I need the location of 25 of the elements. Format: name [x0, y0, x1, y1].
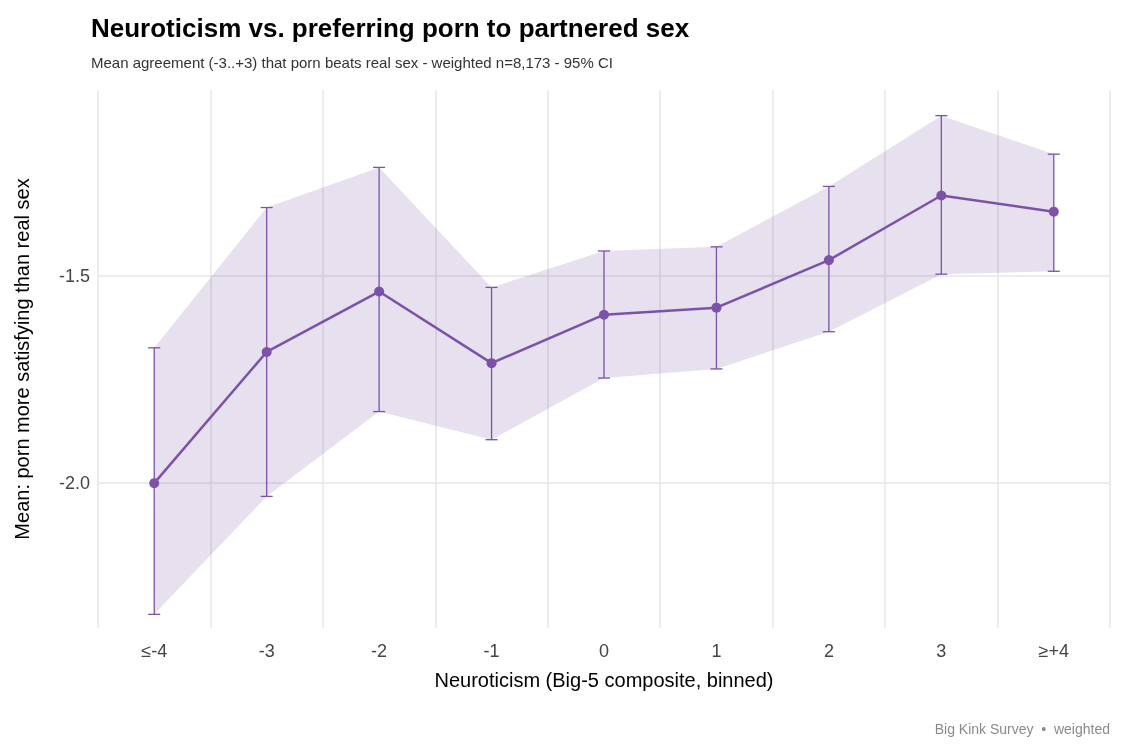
point — [936, 190, 947, 201]
x-tick-label: 1 — [711, 641, 722, 661]
x-tick-label: -3 — [258, 641, 275, 661]
x-tick-label: ≥+4 — [1038, 641, 1069, 661]
x-axis-title: Neuroticism (Big-5 composite, binned) — [434, 669, 774, 691]
x-tick-label: 0 — [598, 641, 610, 661]
x-tick-label: ≤-4 — [141, 641, 168, 661]
point — [261, 346, 272, 357]
point — [486, 358, 497, 369]
x-tick-label: -1 — [483, 641, 500, 661]
y-axis-title: Mean: porn more satisfying than real sex — [11, 178, 33, 540]
x-tick-label: 3 — [936, 641, 947, 661]
point — [711, 302, 722, 313]
x-tick-label: 2 — [823, 641, 834, 661]
point — [823, 255, 834, 266]
point — [374, 286, 385, 297]
point — [1048, 206, 1059, 217]
chart-title: Neuroticism vs. preferring porn to partnered sex — [91, 13, 690, 43]
y-tick-label: -1.5 — [58, 266, 90, 287]
chart-subtitle: Mean agreement (-3..+3) that porn beats real sex - weighted n=8,173 - 95% CI — [91, 54, 613, 71]
x-tick-label: -2 — [371, 641, 388, 661]
point — [599, 309, 609, 320]
point — [149, 478, 160, 489]
y-tick-label: -2.0 — [58, 473, 90, 494]
text: Big Kink Survey • weighted — [934, 721, 1111, 737]
